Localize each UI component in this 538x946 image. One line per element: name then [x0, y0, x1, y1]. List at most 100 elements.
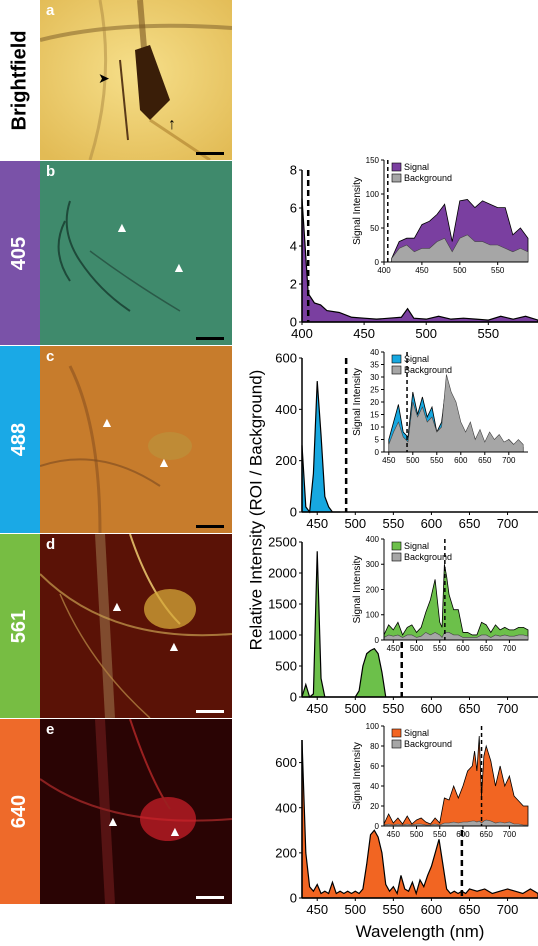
y-tick-label: 2500 [268, 535, 297, 550]
y-tick-label: 6 [290, 201, 297, 216]
x-tick-label: 700 [503, 644, 517, 653]
x-tick-label: 500 [344, 902, 366, 917]
arrowhead-marker: ➤ [98, 70, 110, 86]
y-tick-label: 0 [290, 690, 297, 705]
x-tick-label: 550 [491, 266, 505, 275]
y-tick-label: 4 [290, 239, 297, 254]
x-tick-label: 650 [480, 830, 494, 839]
x-tick-label: 650 [459, 701, 481, 716]
x-tick-label: 400 [291, 326, 313, 341]
y-tick-label: 1500 [268, 597, 297, 612]
y-tick-label: 200 [366, 585, 380, 594]
x-tick-label: 700 [502, 456, 516, 465]
x-tick-label: 500 [453, 266, 467, 275]
scale-bar [196, 896, 224, 899]
y-tick-label: 400 [275, 402, 297, 417]
inset-background-area [383, 819, 529, 827]
arrowhead-marker: ▲ [115, 219, 129, 235]
x-tick-label: 700 [497, 701, 519, 716]
y-tick-label: 40 [370, 782, 379, 791]
legend-swatch-background [391, 552, 402, 562]
arrowhead-marker: ▲ [172, 259, 186, 275]
x-tick-label: 650 [459, 516, 481, 531]
x-tick-label: 600 [421, 516, 443, 531]
arrowhead-marker: ▲ [106, 813, 120, 829]
arrow-marker: ↑ [168, 116, 176, 133]
micrograph-brightfield: a ➤ ↑ [40, 0, 232, 160]
panel-letter: b [46, 163, 56, 180]
y-tick-label: 20 [370, 802, 379, 811]
legend-swatch-signal [391, 162, 402, 172]
x-tick-label: 600 [456, 644, 470, 653]
scale-bar [196, 710, 224, 713]
inset-background-area [391, 234, 529, 263]
y-tick-label: 600 [275, 351, 297, 366]
panel-letter: d [46, 536, 56, 553]
legend-label-background: Background [404, 173, 452, 183]
legend-swatch-background [391, 365, 402, 375]
row-label-brightfield: Brightfield [0, 0, 40, 160]
x-tick-label: 450 [306, 701, 328, 716]
y-tick-label: 0 [375, 822, 380, 831]
legend-swatch-signal [391, 728, 402, 738]
x-tick-label: 450 [382, 456, 396, 465]
x-tick-label: 600 [421, 701, 443, 716]
inset-background-area [383, 632, 529, 641]
inset-y-label: Signal Intensity [352, 556, 363, 624]
y-tick-label: 2 [290, 277, 297, 292]
row-label-405: 405 [0, 161, 40, 345]
x-tick-label: 550 [383, 701, 405, 716]
x-tick-label: 600 [456, 830, 470, 839]
x-axis-label: Wavelength (nm) [355, 922, 485, 941]
legend-label-signal: Signal [404, 541, 429, 551]
x-tick-label: 450 [306, 902, 328, 917]
legend-label-background: Background [404, 739, 452, 749]
y-tick-label: 0 [375, 448, 380, 457]
micrograph-561: d ▲ ▲ [40, 534, 232, 718]
legend-label-background: Background [404, 552, 452, 562]
y-tick-label: 1000 [268, 628, 297, 643]
x-tick-label: 400 [377, 266, 391, 275]
arrowhead-marker: ▲ [168, 823, 182, 839]
inset-signal-area [383, 564, 529, 641]
y-tick-label: 0 [375, 636, 380, 645]
y-tick-label: 0 [290, 891, 297, 906]
x-tick-label: 650 [480, 644, 494, 653]
legend-swatch-background [391, 173, 402, 183]
x-tick-label: 700 [503, 830, 517, 839]
inset-signal-area [383, 735, 529, 827]
y-tick-label: 500 [275, 659, 297, 674]
legend-label-signal: Signal [404, 728, 429, 738]
x-tick-label: 700 [497, 516, 519, 531]
x-tick-label: 450 [387, 830, 401, 839]
series-area [301, 198, 538, 323]
panel-letter: c [46, 348, 55, 365]
x-tick-label: 450 [387, 644, 401, 653]
x-tick-label: 550 [430, 456, 444, 465]
x-tick-label: 550 [383, 516, 405, 531]
arrowhead-marker: ▲ [100, 414, 114, 430]
inset-background-area [388, 374, 524, 453]
x-tick-label: 500 [410, 644, 424, 653]
x-tick-label: 550 [477, 326, 499, 341]
y-tick-label: 600 [275, 755, 297, 770]
x-tick-label: 650 [478, 456, 492, 465]
y-tick-label: 50 [370, 224, 379, 233]
y-tick-label: 200 [275, 453, 297, 468]
panel-letter: e [46, 721, 55, 738]
panel-letter: a [46, 2, 55, 19]
y-tick-label: 20 [370, 398, 379, 407]
y-tick-label: 150 [366, 156, 380, 165]
arrowhead-marker: ▲ [167, 638, 181, 654]
y-tick-label: 5 [375, 435, 380, 444]
y-tick-label: 2000 [268, 566, 297, 581]
scale-bar [196, 152, 224, 155]
row-label-488: 488 [0, 346, 40, 533]
x-tick-label: 550 [433, 644, 447, 653]
inset-y-label: Signal Intensity [352, 742, 363, 810]
row-label-561: 561 [0, 534, 40, 718]
micrograph-640: e ▲ ▲ [40, 719, 232, 904]
x-tick-label: 650 [459, 902, 481, 917]
legend-swatch-signal [391, 541, 402, 551]
